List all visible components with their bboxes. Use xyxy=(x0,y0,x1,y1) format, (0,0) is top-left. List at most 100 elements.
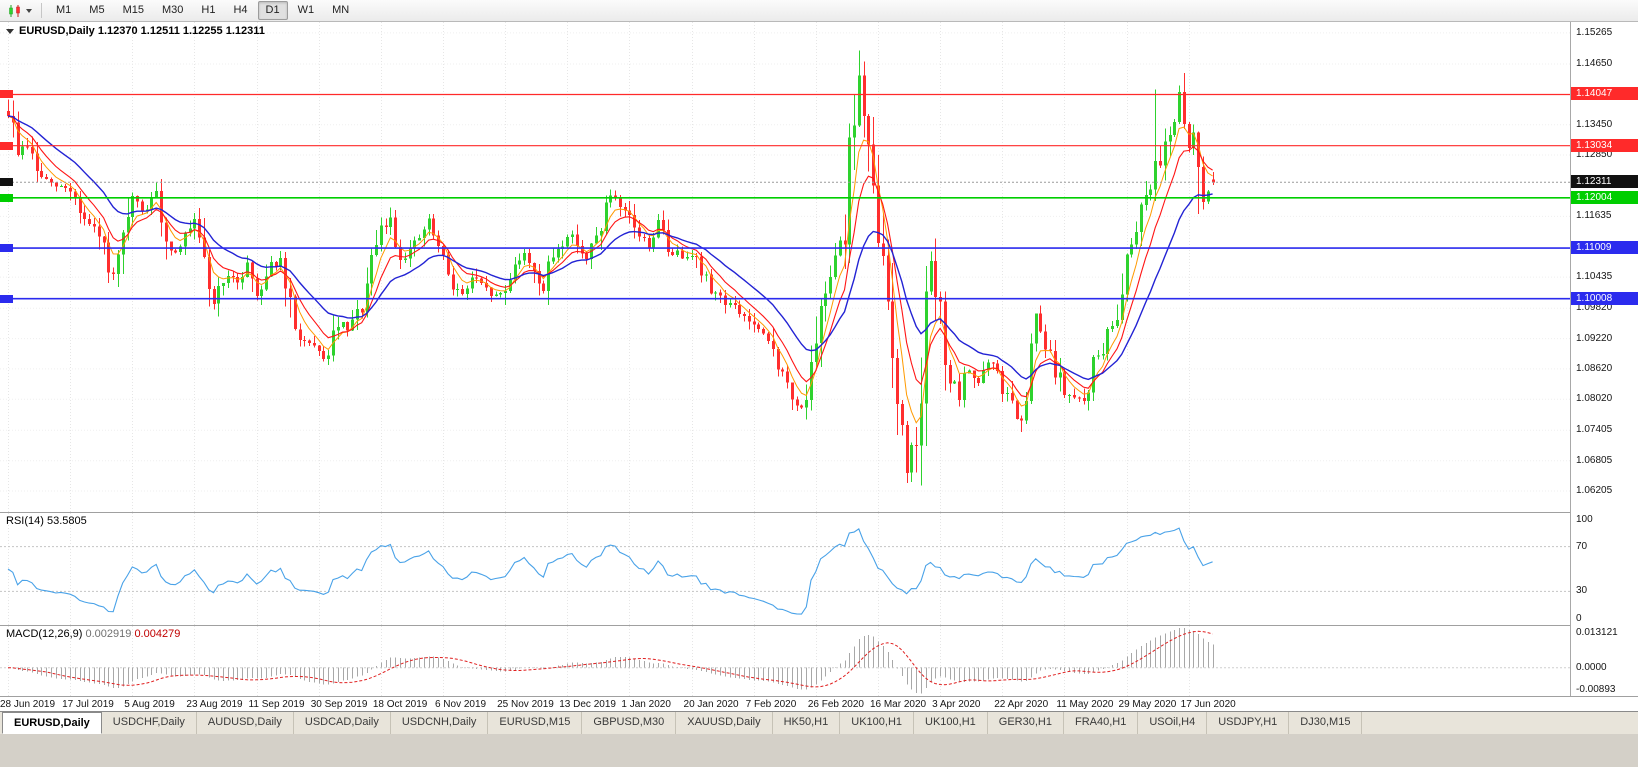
timeframe-button-d1[interactable]: D1 xyxy=(257,1,288,20)
date-label: 17 Jun 2020 xyxy=(1180,699,1236,710)
timeframe-button-w1[interactable]: W1 xyxy=(297,4,315,16)
time-axis[interactable]: 28 Jun 2019 17 Jul 2019 5 Aug 2019 23 Aug 2… xyxy=(0,696,1638,711)
date-label: 3 Apr 2020 xyxy=(932,699,981,710)
timeframe-button-m15[interactable]: M15 xyxy=(122,4,144,16)
date-label: 13 Dec 2019 xyxy=(559,699,616,710)
chart-tab[interactable]: USDCNH,Daily xyxy=(391,712,489,734)
rsi-canvas[interactable] xyxy=(0,513,1570,625)
chart-tab[interactable]: USOil,H4 xyxy=(1138,712,1208,734)
chart-tab[interactable]: FRA40,H1 xyxy=(1064,712,1139,734)
rsi-indicator-panel[interactable]: RSI(14) 53.5805 xyxy=(0,513,1570,625)
current-price-left-marker xyxy=(0,178,13,187)
timeframe-button-m5[interactable]: M5 xyxy=(89,4,105,16)
price-tick-label: 1.08620 xyxy=(1576,362,1613,374)
chart-type-button[interactable] xyxy=(3,2,36,20)
chart-tab[interactable]: XAUUSD,Daily xyxy=(676,712,773,734)
moving-average-lines xyxy=(7,115,1213,424)
macd-name: MACD(12,26,9) xyxy=(6,628,83,640)
candlestick-chart-icon xyxy=(9,4,20,17)
chart-tab[interactable]: USDCAD,Daily xyxy=(294,712,391,734)
macd-scale-label: 0.013121 xyxy=(1576,627,1618,638)
panel-separator[interactable] xyxy=(0,512,1638,513)
date-label: 22 Apr 2020 xyxy=(994,699,1049,710)
macd-main-value: 0.002919 xyxy=(85,628,132,640)
date-label: 11 May 2020 xyxy=(1056,699,1114,710)
price-chart-panel[interactable]: EURUSD,Daily 1.12370 1.12511 1.12255 1.1… xyxy=(0,22,1570,512)
date-label: 30 Sep 2019 xyxy=(310,699,368,710)
price-tick-label: 1.14650 xyxy=(1576,57,1613,69)
date-label: 5 Aug 2019 xyxy=(124,699,175,710)
price-tick-label: 1.09220 xyxy=(1576,332,1613,344)
status-area xyxy=(0,734,1638,767)
chart-tab[interactable]: USDJPY,H1 xyxy=(1207,712,1290,734)
chart-tab[interactable]: EURUSD,M15 xyxy=(488,712,583,734)
macd-scale-label: -0.00893 xyxy=(1576,684,1616,695)
chart-tab[interactable]: UK100,H1 xyxy=(840,712,915,734)
price-level-badge: 1.10008 xyxy=(1571,291,1638,305)
line-left-marker xyxy=(0,90,13,99)
date-label: 23 Aug 2019 xyxy=(186,699,243,710)
price-tick-label: 1.15265 xyxy=(1576,26,1613,38)
price-tick-label: 1.06205 xyxy=(1576,485,1613,496)
timeframe-button-h4[interactable]: H4 xyxy=(233,4,248,16)
chart-title-text: EURUSD,Daily 1.12370 1.12511 1.12255 1.1… xyxy=(19,25,265,37)
chart-tab[interactable]: GBPUSD,M30 xyxy=(582,712,677,734)
date-label: 6 Nov 2019 xyxy=(434,699,487,710)
date-label: 16 Mar 2020 xyxy=(869,699,927,710)
ma-mid xyxy=(7,115,1213,398)
date-label: 29 May 2020 xyxy=(1118,699,1177,710)
macd-label: MACD(12,26,9) 0.002919 0.004279 xyxy=(6,628,180,640)
macd-signal-line xyxy=(7,630,1213,688)
price-tick-label: 1.08020 xyxy=(1576,393,1613,405)
toolbar-separator xyxy=(41,3,42,18)
triangle-marker-icon xyxy=(6,28,14,34)
price-level-badge: 1.11009 xyxy=(1571,241,1638,255)
chart-tab[interactable]: UK100,H1 xyxy=(914,712,988,734)
timeframe-button-mn[interactable]: MN xyxy=(332,4,350,16)
chart-title: EURUSD,Daily 1.12370 1.12511 1.12255 1.1… xyxy=(6,25,265,37)
date-label: 26 Feb 2020 xyxy=(807,699,864,710)
chart-tab[interactable]: USDCHF,Daily xyxy=(102,712,197,734)
line-left-marker xyxy=(0,193,13,202)
date-label: 17 Jul 2019 xyxy=(62,699,114,710)
candles-series xyxy=(7,50,1215,486)
macd-indicator-panel[interactable]: MACD(12,26,9) 0.002919 0.004279 xyxy=(0,626,1570,696)
timeframe-buttons-group: M1 M5 M15 M30 H1 H4 D1 W1 MN xyxy=(47,1,358,20)
chart-tab[interactable]: DJ30,M15 xyxy=(1289,712,1363,734)
chart-tab-bar: EURUSD,Daily USDCHF,Daily AUDUSD,Daily USDC… xyxy=(0,711,1638,734)
date-label: 20 Jan 2020 xyxy=(683,699,739,710)
rsi-scale-label: 0 xyxy=(1576,613,1582,624)
date-label: 1 Jan 2020 xyxy=(621,699,671,710)
timeframe-button-m30[interactable]: M30 xyxy=(161,4,184,16)
price-tick-label: 1.07405 xyxy=(1576,424,1613,436)
line-left-marker xyxy=(0,141,13,150)
ma-slow xyxy=(7,115,1213,381)
panel-separator[interactable] xyxy=(0,625,1638,626)
price-tick-label: 1.13450 xyxy=(1576,118,1613,130)
date-label: 25 Nov 2019 xyxy=(497,699,554,710)
ma-fast xyxy=(7,115,1213,424)
date-label: 18 Oct 2019 xyxy=(372,699,428,710)
macd-signal-value: 0.004279 xyxy=(134,628,181,640)
timeframe-button-h1[interactable]: H1 xyxy=(201,4,216,16)
rsi-scale-label: 30 xyxy=(1576,585,1588,597)
line-left-marker xyxy=(0,244,13,253)
chart-tab[interactable]: HK50,H1 xyxy=(773,712,841,734)
chart-region: EURUSD,Daily 1.12370 1.12511 1.12255 1.1… xyxy=(0,22,1638,711)
rsi-line xyxy=(7,527,1213,615)
chevron-down-icon xyxy=(26,8,32,13)
macd-canvas[interactable] xyxy=(0,626,1570,696)
price-level-badge: 1.12004 xyxy=(1571,190,1638,204)
chart-tab[interactable]: EURUSD,Daily xyxy=(2,712,102,734)
rsi-scale-label: 70 xyxy=(1576,540,1588,552)
date-label: 11 Sep 2019 xyxy=(248,699,305,710)
date-label: 28 Jun 2019 xyxy=(0,699,56,710)
timeframe-button-m1[interactable]: M1 xyxy=(56,4,72,16)
price-scale-axis[interactable]: 1.15265 1.14650 1.13450 1.12850 1.11635 1.104… xyxy=(1570,22,1638,696)
chart-tab[interactable]: AUDUSD,Daily xyxy=(197,712,294,734)
chart-tab[interactable]: GER30,H1 xyxy=(988,712,1064,734)
price-chart-canvas[interactable] xyxy=(0,22,1570,512)
rsi-label: RSI(14) 53.5805 xyxy=(6,515,87,527)
price-tick-label: 1.09820 xyxy=(1576,302,1613,314)
